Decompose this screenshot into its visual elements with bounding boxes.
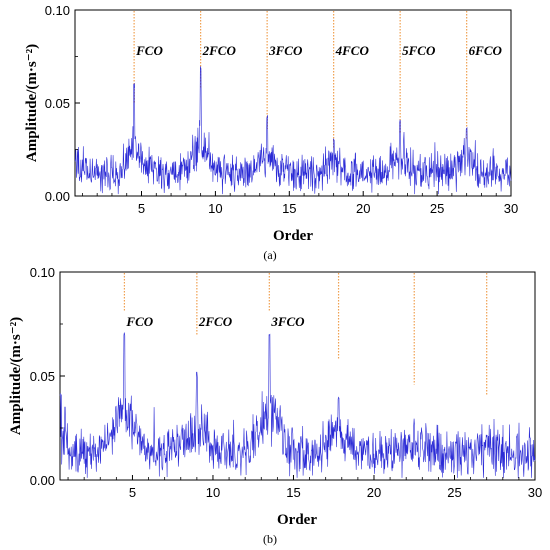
x-tick-label: 25 <box>447 485 461 500</box>
x-tick-label: 30 <box>504 201 518 216</box>
panel-caption-a: (a) <box>263 248 276 262</box>
y-tick-label: 0.00 <box>30 473 55 488</box>
x-ticks-a: 5 10 15 20 25 30 <box>81 191 518 216</box>
x-tick-label: 25 <box>430 201 444 216</box>
x-tick-label: 10 <box>206 485 220 500</box>
x-tick-label: 30 <box>528 485 542 500</box>
y-tick-label: 0.00 <box>45 189 70 204</box>
y-tick-label: 0.05 <box>30 369 55 384</box>
y-tick-label: 0.10 <box>30 265 55 280</box>
y-ticks-a: 0.00 0.05 0.10 <box>45 3 80 204</box>
x-axis-label-a: Order <box>273 228 313 244</box>
y-axis-label-b: Amplitude/(m·s⁻²) <box>8 317 24 435</box>
peak-label: 3FCO <box>270 314 305 329</box>
y-axis-label-a: Amplitude/(m·s⁻²) <box>24 44 40 162</box>
x-tick-label: 15 <box>286 485 300 500</box>
peak-label: 2FCO <box>202 43 237 58</box>
x-tick-label: 5 <box>129 485 136 500</box>
peak-label: FCO <box>135 43 163 58</box>
x-tick-label: 10 <box>208 201 222 216</box>
peak-labels-a: FCO 2FCO 3FCO 4FCO 5FCO 6FCO <box>135 43 502 58</box>
x-axis-label-b: Order <box>277 512 317 528</box>
x-tick-label: 20 <box>367 485 381 500</box>
chart-panel-a: 5 10 15 20 25 30 0.00 0.05 0.10 FCO 2FCO 3FCO 4FCO… <box>24 3 518 262</box>
order-markers-b <box>123 273 488 395</box>
chart-panel-b: 5 10 15 20 25 30 0.00 0.05 0.10 FCO 2FCO 3FCO Ord… <box>8 265 542 546</box>
y-tick-label: 0.10 <box>45 3 70 18</box>
x-ticks-b: 5 10 15 20 25 30 <box>67 475 542 500</box>
y-ticks-b: 0.00 0.05 0.10 <box>30 265 65 488</box>
x-tick-label: 15 <box>282 201 296 216</box>
spectrum-line-a <box>74 66 512 195</box>
peak-label: 2FCO <box>198 314 233 329</box>
order-markers-a <box>133 11 468 149</box>
x-tick-label: 5 <box>138 201 145 216</box>
peak-label: 4FCO <box>335 43 370 58</box>
peak-labels-b: FCO 2FCO 3FCO <box>125 314 305 329</box>
y-tick-label: 0.05 <box>45 96 70 111</box>
peak-label: 6FCO <box>469 43 503 58</box>
x-tick-label: 20 <box>356 201 370 216</box>
panel-caption-b: (b) <box>263 532 277 546</box>
spectrum-line-b <box>59 332 536 478</box>
peak-label: FCO <box>125 314 153 329</box>
peak-label: 5FCO <box>402 43 436 58</box>
peak-label: 3FCO <box>268 43 303 58</box>
